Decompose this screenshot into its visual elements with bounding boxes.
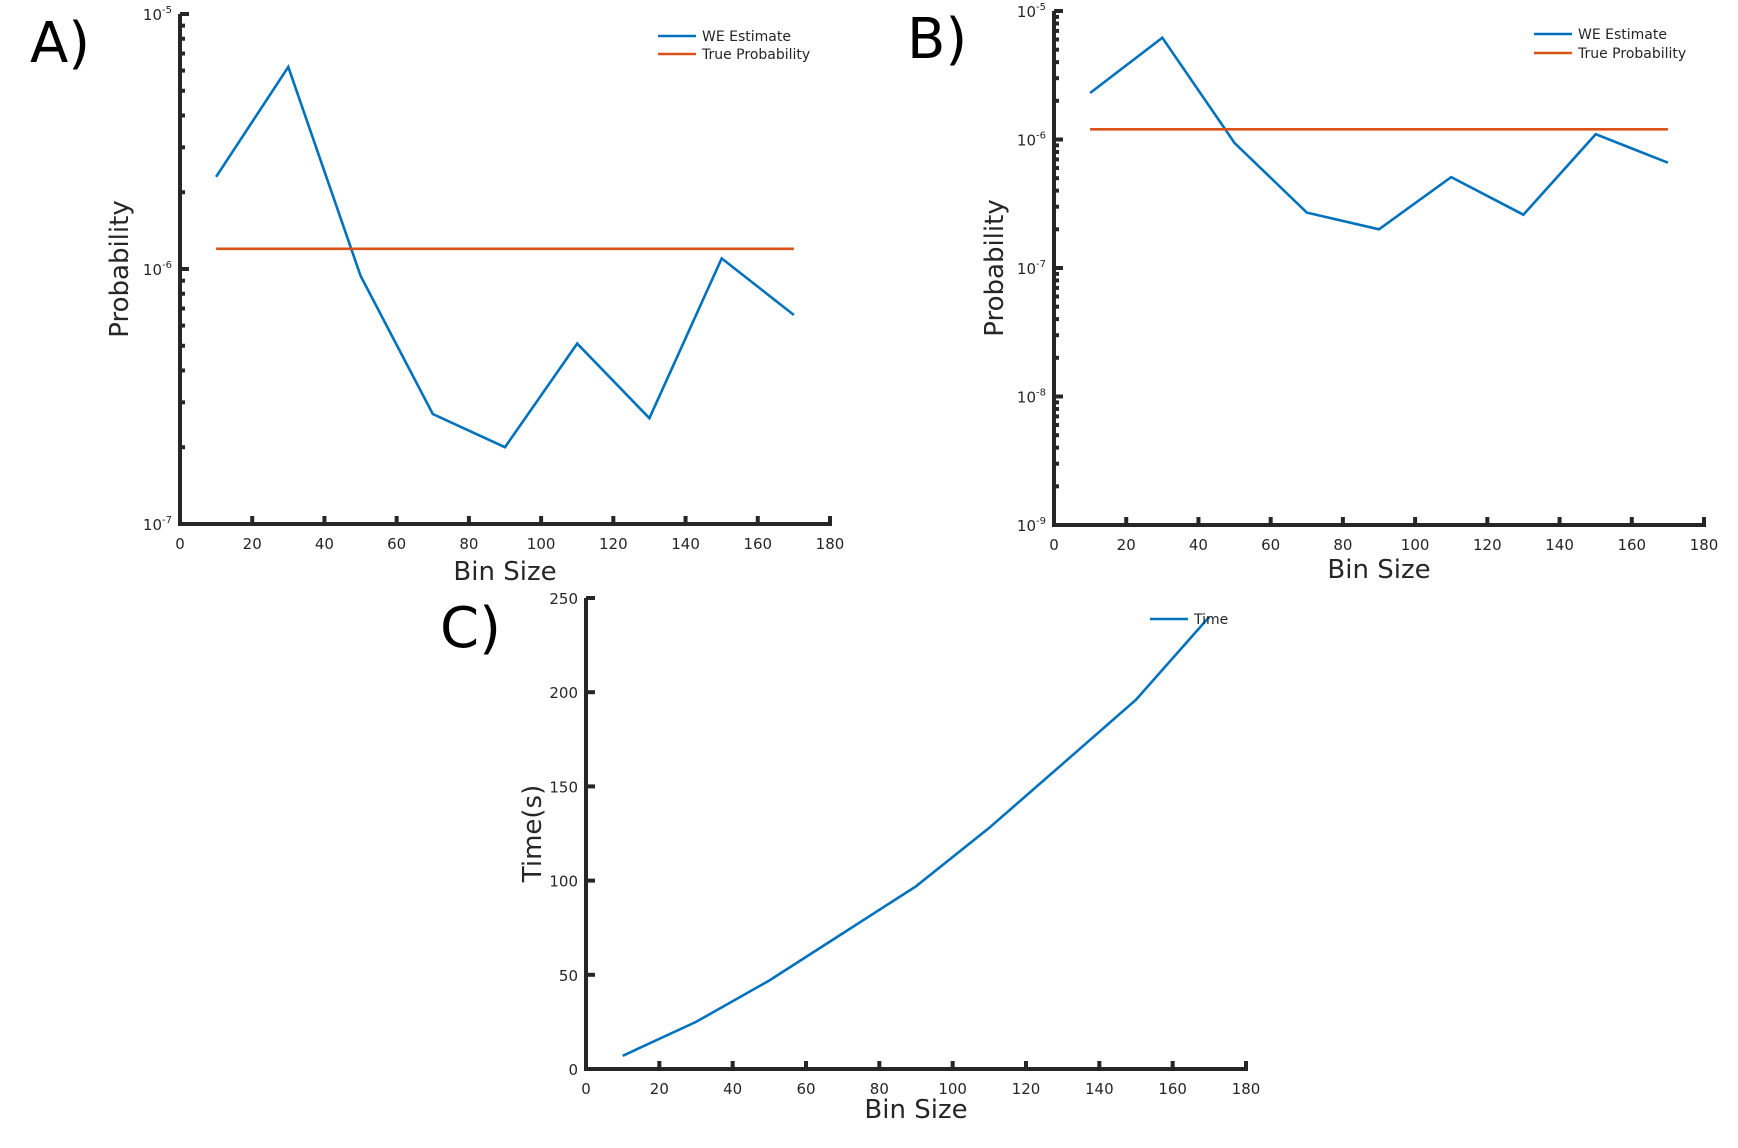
y-tick-label-base: 10 (1017, 3, 1036, 21)
x-tick-label: 80 (1333, 536, 1352, 554)
x-tick-label: 20 (243, 535, 262, 553)
y-tick-label-base: 10 (1017, 132, 1036, 150)
y-tick-label: 150 (549, 778, 578, 796)
y-tick-label-base: 10 (1017, 260, 1036, 278)
y-tick-label-base: 10 (143, 6, 162, 24)
legend-label: WE Estimate (1578, 27, 1667, 43)
y-tick-label: 10-7 (143, 515, 172, 534)
x-tick-label: 0 (1049, 536, 1059, 554)
y-axis-label: Probability (980, 199, 1010, 336)
y-tick-label-base: 10 (1017, 389, 1036, 407)
x-tick-label: 20 (1117, 536, 1136, 554)
x-tick-label: 140 (1085, 1080, 1114, 1098)
series-line-time (622, 615, 1211, 1057)
y-tick-label-base: 10 (143, 516, 162, 534)
y-tick-label-exponent: -6 (162, 260, 172, 271)
y-tick-label-exponent: -6 (1036, 131, 1046, 142)
x-tick-label: 120 (599, 535, 628, 553)
y-tick-label-exponent: -5 (162, 5, 172, 16)
x-tick-label: 100 (1401, 536, 1430, 554)
x-tick-label: 20 (650, 1080, 669, 1098)
x-tick-label: 120 (1473, 536, 1502, 554)
y-tick-label: 10-6 (143, 260, 172, 279)
y-tick-label-exponent: -5 (1036, 2, 1046, 13)
x-tick-label: 0 (175, 535, 185, 553)
y-tick-label: 10-5 (1017, 2, 1046, 21)
y-tick-label-exponent: -7 (1036, 259, 1046, 270)
x-tick-label: 100 (938, 1080, 967, 1098)
x-axis-label: Bin Size (864, 1095, 967, 1125)
series-line-we-estimate (1089, 35, 1669, 231)
x-tick-label: 160 (1158, 1080, 1187, 1098)
y-tick-label-base: 10 (1017, 517, 1036, 535)
x-tick-label: 160 (1617, 536, 1646, 554)
y-tick-label-exponent: -8 (1036, 388, 1046, 399)
y-tick-label: 250 (549, 590, 578, 608)
y-tick-label: 10-6 (1017, 131, 1046, 150)
x-tick-label: 180 (1232, 1080, 1261, 1098)
chart-panel-a: A)0 20 40 60 80 100 120 140 160 18010-710-610-5Bi… (30, 5, 844, 587)
panel-label: A) (30, 11, 90, 76)
x-tick-label: 100 (527, 535, 556, 553)
x-tick-label: 180 (816, 535, 845, 553)
x-tick-label: 140 (1545, 536, 1574, 554)
y-axis-label: Probability (105, 200, 135, 337)
x-tick-label: 40 (1189, 536, 1208, 554)
y-tick-label: 10-8 (1017, 388, 1046, 407)
x-tick-label: 60 (387, 535, 406, 553)
y-tick-label: 200 (549, 684, 578, 702)
legend-label: WE Estimate (702, 29, 791, 45)
x-axis-label: Bin Size (1327, 555, 1430, 585)
legend-label: Time (1193, 612, 1228, 628)
y-tick-label: 100 (549, 873, 578, 891)
series-line-we-estimate (215, 63, 795, 449)
legend-label: True Probability (701, 47, 810, 63)
y-tick-label-exponent: -7 (162, 515, 172, 526)
x-tick-label: 60 (1261, 536, 1280, 554)
y-tick-label: 10-7 (1017, 259, 1046, 278)
x-tick-label: 40 (723, 1080, 742, 1098)
x-tick-label: 80 (870, 1080, 889, 1098)
x-tick-label: 180 (1690, 536, 1719, 554)
x-tick-label: 120 (1012, 1080, 1041, 1098)
x-tick-label: 0 (581, 1080, 591, 1098)
y-axis-label: Time(s) (518, 785, 548, 883)
chart-panel-c: C) 0 20 40 60 80 100 120 140 160 180 0 50 100 150 200 25… (440, 590, 1260, 1125)
y-tick-label: 50 (559, 967, 578, 985)
y-tick-label: 0 (568, 1061, 578, 1079)
x-tick-label: 80 (459, 535, 478, 553)
panel-label: B) (907, 7, 967, 72)
x-tick-label: 140 (671, 535, 700, 553)
y-tick-label: 10-5 (143, 5, 172, 24)
y-tick-label-base: 10 (143, 261, 162, 279)
y-tick-label-exponent: -9 (1036, 516, 1046, 527)
x-tick-label: 60 (796, 1080, 815, 1098)
legend-label: True Probability (1577, 46, 1686, 62)
x-tick-label: 40 (315, 535, 334, 553)
y-tick-label: 10-9 (1017, 516, 1046, 535)
x-axis-label: Bin Size (453, 557, 556, 587)
chart-panel-b: B)0 20 40 60 80 100 120 140 160 18010-910-810-710… (907, 2, 1718, 585)
x-tick-label: 160 (743, 535, 772, 553)
panel-label: C) (440, 596, 501, 661)
